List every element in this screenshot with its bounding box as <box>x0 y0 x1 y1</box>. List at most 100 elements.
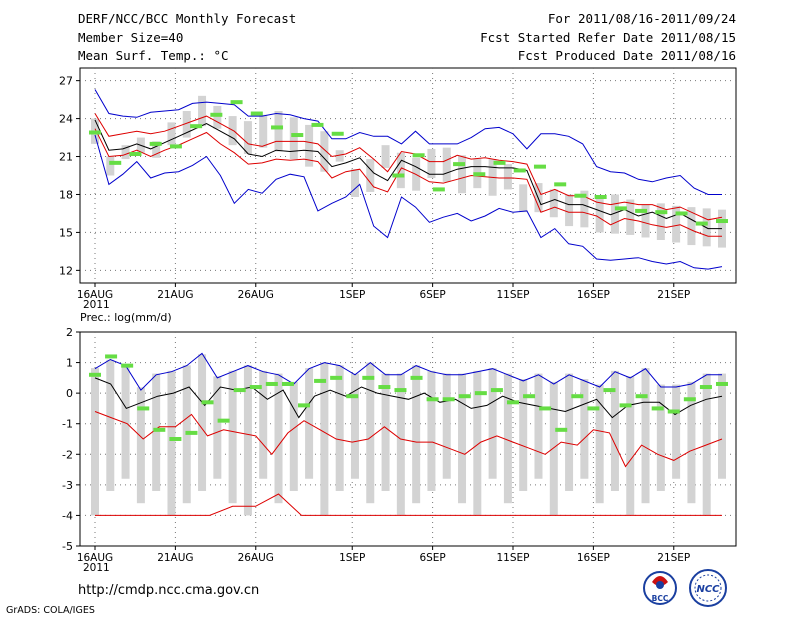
temp-box <box>289 117 298 160</box>
temp-box <box>549 189 558 218</box>
footer-url[interactable]: http://cmdp.ncc.cma.gov.cn <box>78 583 259 598</box>
temp-box <box>672 205 681 243</box>
prec-median-marker <box>667 409 680 414</box>
prec-box <box>396 373 405 516</box>
prec-box <box>213 376 222 479</box>
temp-median-marker <box>635 208 648 213</box>
temp-box <box>381 145 390 168</box>
prec-median-marker <box>105 354 118 359</box>
prec-mean-line <box>94 377 723 419</box>
prec-box <box>503 373 512 504</box>
temp-box <box>259 114 268 148</box>
prec-xtick-label: 26AUG <box>238 552 274 564</box>
prec-median-marker <box>683 397 696 402</box>
temp-median-marker <box>392 173 405 178</box>
prec-box <box>610 370 619 491</box>
prec-median-marker <box>362 375 375 380</box>
prec-xtick-label: 11SEP <box>497 552 530 564</box>
prec-box <box>350 373 359 479</box>
member-size-label: Member Size=40 <box>78 30 184 45</box>
temp-median-marker <box>493 160 506 165</box>
prec-box <box>519 379 528 491</box>
temp-median-marker <box>513 168 526 173</box>
prec-box <box>152 373 161 491</box>
prec-box <box>672 384 681 479</box>
temp-box <box>366 159 375 192</box>
prec-box <box>427 370 436 491</box>
temp-box <box>106 156 115 176</box>
temp-box <box>320 131 329 172</box>
prec-median-marker <box>571 394 584 399</box>
prec-median-marker <box>249 385 262 390</box>
prec-ytick-label: 1 <box>66 357 73 370</box>
prec-xtick-label: 21SEP <box>657 552 690 564</box>
temp-ytick-label: 15 <box>59 226 73 239</box>
prec-box <box>656 384 665 491</box>
temp-box <box>626 199 635 235</box>
ncc-logo: NCC <box>689 569 727 607</box>
prec-box <box>580 379 589 479</box>
prec-median-marker <box>619 403 632 408</box>
prec-median-marker <box>490 388 503 393</box>
prec-median-marker <box>394 388 407 393</box>
prec-median-marker <box>539 406 552 411</box>
prec-ytick-label: 2 <box>66 326 73 339</box>
temp-box <box>610 194 619 234</box>
prec-xtick-label: 21AUG <box>157 552 193 564</box>
prec-box <box>289 381 298 491</box>
bcc-logo-text: BCC <box>652 594 669 603</box>
prec-box <box>641 368 650 504</box>
temp-median-marker <box>655 210 668 215</box>
prec-ytick-label: -5 <box>62 540 73 553</box>
temp-box <box>687 207 696 246</box>
ncc-logo-text: NCC <box>696 584 720 595</box>
temp-xtick-label: 21AUG <box>157 289 193 301</box>
temp-box <box>121 145 130 160</box>
prec-box <box>228 370 237 504</box>
prec-ytick-label: -2 <box>62 448 73 461</box>
temp-box <box>243 121 252 154</box>
prec-box <box>198 354 207 491</box>
temp-median-marker <box>169 144 182 149</box>
temp-box <box>396 152 405 189</box>
temp-xtick-label: 1SEP <box>339 289 365 301</box>
prec-box <box>626 376 635 516</box>
prec-xtick-label: 16SEP <box>577 552 610 564</box>
temp-box <box>213 105 222 129</box>
prec-median-marker <box>716 381 728 386</box>
prec-median-marker <box>298 403 310 408</box>
temp-ytick-label: 24 <box>59 113 73 126</box>
prec-box <box>106 359 115 491</box>
temp-box <box>182 111 191 138</box>
prec-box <box>320 362 329 516</box>
chart-title: DERF/NCC/BCC Monthly Forecast <box>78 11 297 26</box>
prec-median-marker <box>265 381 278 386</box>
temp-median-marker <box>109 160 122 165</box>
prec-box <box>259 370 268 479</box>
prec-median-marker <box>121 363 134 368</box>
temp-box <box>565 194 574 227</box>
prec-floor-line <box>95 493 722 516</box>
prec-median-marker <box>378 385 391 390</box>
prec-median-marker <box>185 430 198 435</box>
temp-median-marker <box>432 187 445 192</box>
temp-box <box>274 111 283 152</box>
prec-median-marker <box>474 391 487 396</box>
temp-ytick-label: 12 <box>59 264 73 277</box>
prec-box <box>274 373 283 504</box>
temp-ytick-label: 27 <box>59 75 73 88</box>
prec-box <box>412 365 421 504</box>
prec-box <box>473 370 482 516</box>
temp-median-marker <box>291 133 304 138</box>
prec-median-marker <box>281 381 294 386</box>
prec-median-marker <box>635 394 648 399</box>
temp-ytick-label: 21 <box>59 151 73 164</box>
prec-median-marker <box>507 400 519 405</box>
temp-box <box>427 148 436 179</box>
prec-box <box>366 362 375 504</box>
prec-median-marker <box>442 397 455 402</box>
prec-year-label: 2011 <box>83 562 110 574</box>
temp-xtick-label: 16AUG <box>77 289 113 301</box>
temp-box <box>641 204 650 238</box>
